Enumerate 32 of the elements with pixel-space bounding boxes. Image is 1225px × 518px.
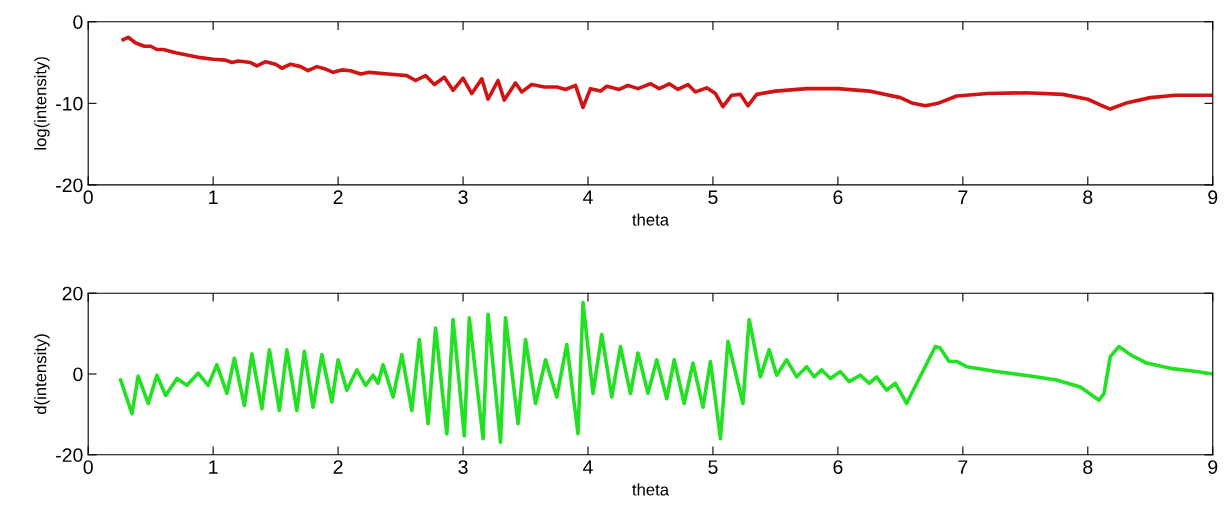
x-tick-label: 5 <box>708 190 718 205</box>
x-tick-label: 3 <box>458 190 468 205</box>
x-tick-label: 0 <box>83 190 93 205</box>
x-tick-label: 7 <box>958 460 968 474</box>
x-tick-label: 9 <box>1208 460 1218 474</box>
x-tick-label: 1 <box>209 460 218 474</box>
x-tick-label: 1 <box>209 190 218 204</box>
line-series <box>118 300 1213 445</box>
y-tick-label: 0 <box>73 15 83 29</box>
x-tick-label: 9 <box>1208 190 1218 205</box>
x-tick-label: 7 <box>958 190 968 204</box>
y-tick-label: -10 <box>56 96 83 111</box>
x-tick-label: 3 <box>458 460 468 474</box>
x-tick-label: 8 <box>1083 190 1093 205</box>
x-tick-label: 4 <box>583 190 593 204</box>
x-axis-title: theta <box>632 483 670 496</box>
y-tick-label: 0 <box>73 367 83 382</box>
y-tick-label: -20 <box>56 448 83 463</box>
x-tick-label: 4 <box>583 460 593 474</box>
x-tick-label: 0 <box>83 460 93 474</box>
x-tick-label: 6 <box>833 190 843 205</box>
x-tick-label: 2 <box>333 460 343 474</box>
y-tick-label: -20 <box>56 178 83 193</box>
y-axis-title: d(intensity) <box>34 334 50 415</box>
line-series <box>121 35 1213 111</box>
y-axis-title: log(intensity) <box>34 57 50 150</box>
x-tick-label: 5 <box>708 460 718 474</box>
x-tick-label: 2 <box>333 190 343 204</box>
x-tick-label: 8 <box>1083 460 1093 474</box>
y-tick-label: 20 <box>62 286 83 301</box>
x-axis-title: theta <box>632 213 670 226</box>
x-tick-label: 6 <box>833 460 843 474</box>
